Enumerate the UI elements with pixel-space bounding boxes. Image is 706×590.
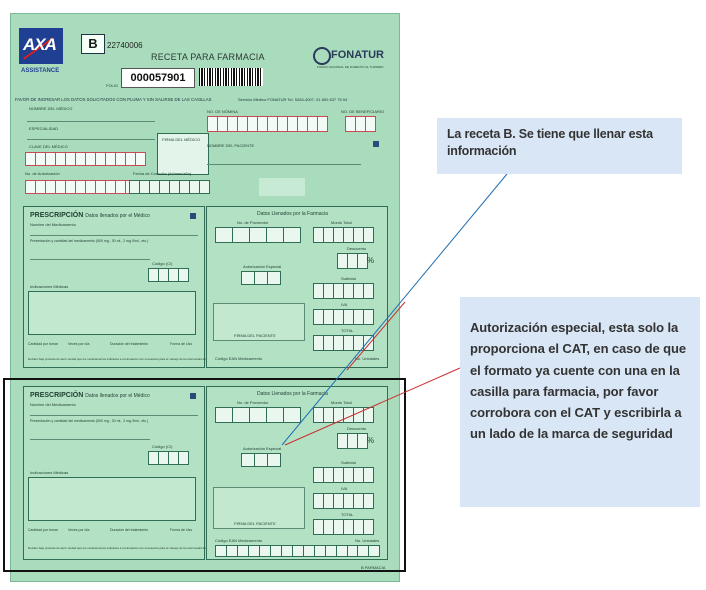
indicaciones-label: Indicaciones Médicas bbox=[30, 284, 69, 289]
duracion-label: Duración del tratamiento bbox=[110, 528, 149, 532]
series-number: 22740006 bbox=[107, 41, 143, 50]
prescription-marker bbox=[190, 213, 196, 219]
iva-label: IVA bbox=[341, 486, 348, 491]
subtotal-cells[interactable] bbox=[313, 283, 374, 299]
no-unidades-cells[interactable] bbox=[357, 545, 380, 557]
presentacion-label: Presentación y cantidad del medicamento … bbox=[30, 239, 149, 243]
clave-medico-label: CLAVE DEL MÉDICO bbox=[29, 144, 68, 149]
total-label: TOTAL bbox=[341, 328, 354, 333]
fecha-consulta-label: Fecha de Consulta (dd/mes/año) bbox=[133, 171, 192, 176]
monto-total-cells[interactable] bbox=[313, 227, 374, 243]
iva-cells[interactable] bbox=[313, 309, 374, 325]
codigo-ean-label: Código EAN Medicamento bbox=[215, 538, 263, 543]
descuento-label: Descuento bbox=[347, 246, 367, 251]
autorizacion-especial-cells[interactable] bbox=[241, 453, 281, 467]
no-autorizacion-cells[interactable] bbox=[25, 180, 136, 194]
axa-logo: AXA bbox=[19, 28, 63, 64]
veces-label: Veces por día bbox=[68, 342, 90, 346]
no-autorizacion-label: No. de Autorización bbox=[25, 171, 60, 176]
callout-top: La receta B. Se tiene que llenar esta in… bbox=[437, 118, 682, 174]
subtotal-label: Subtotal bbox=[341, 276, 356, 281]
form-title: RECETA PARA FARMACIA bbox=[151, 52, 265, 62]
veces-label: Veces por día bbox=[68, 528, 90, 532]
prescription-panel-bottom: PRESCRIPCIÓN Datos llenados por el Médic… bbox=[23, 386, 218, 560]
prescription-marker bbox=[190, 393, 196, 399]
clave-medico-cells[interactable] bbox=[25, 152, 146, 166]
codigo-label: Código (CI) bbox=[152, 261, 173, 266]
no-unidades-label: No. Unidades bbox=[355, 356, 380, 361]
autorizacion-especial-cells[interactable] bbox=[241, 271, 281, 285]
fecha-consulta-cells[interactable] bbox=[129, 180, 210, 194]
iva-cells[interactable] bbox=[313, 493, 374, 509]
security-mark bbox=[259, 178, 305, 196]
nombre-medicamento-label: Nombre del Medicamento bbox=[30, 222, 76, 227]
highlight-frame bbox=[3, 378, 406, 572]
declaro-text: Declaro bajo protesta de decir verdad qu… bbox=[28, 357, 219, 361]
no-beneficiario-cells[interactable] bbox=[345, 116, 376, 132]
percent-sign: % bbox=[367, 256, 375, 265]
folio-number: 000057901 bbox=[121, 68, 195, 88]
monto-total-label: Monto Total bbox=[331, 220, 352, 225]
nombre-paciente-label: NOMBRE DEL PACIENTE bbox=[207, 143, 255, 148]
pharmacy-panel-top: Datos Llenados por la Farmacia No. de Pr… bbox=[206, 206, 388, 368]
indicaciones-label: Indicaciones Médicas bbox=[30, 470, 69, 475]
subtotal-label: Subtotal bbox=[341, 460, 356, 465]
no-nomina-label: NO. DE NÓMINA bbox=[207, 109, 238, 114]
callout-side: Autorización especial, esta solo la prop… bbox=[460, 297, 700, 507]
prescription-title: PRESCRIPCIÓN Datos llenados por el Médic… bbox=[30, 212, 150, 219]
barcode bbox=[199, 68, 263, 86]
codigo-cells[interactable] bbox=[148, 268, 189, 282]
pharmacy-title: Datos Llenados por la Farmacia bbox=[257, 211, 328, 217]
iva-label: IVA bbox=[341, 302, 348, 307]
especialidad-label: ESPECIALIDAD bbox=[29, 126, 59, 131]
medico-block: NOMBRE DEL MÉDICO ESPECIALIDAD CLAVE DEL… bbox=[23, 105, 209, 185]
fonatur-logo-icon bbox=[313, 47, 331, 65]
no-unidades-label: No. Unidades bbox=[355, 538, 380, 543]
series-letter: B bbox=[81, 34, 105, 54]
fonatur-sub: FONDO NACIONAL DE FOMENTO AL TURISMO bbox=[317, 65, 384, 69]
indicaciones-box[interactable] bbox=[28, 477, 196, 521]
indicaciones-box[interactable] bbox=[28, 291, 196, 335]
firma-paciente-label: FIRMA DEL PACIENTE bbox=[234, 333, 276, 338]
firma-medico-box[interactable]: FIRMA DEL MÉDICO bbox=[157, 133, 209, 175]
firma-paciente-box[interactable]: FIRMA DEL PACIENTE bbox=[213, 487, 305, 529]
duracion-label: Duración del tratamiento bbox=[110, 342, 149, 346]
medico-name-label: NOMBRE DEL MÉDICO bbox=[29, 106, 73, 111]
footer-copy: B PARMACIA bbox=[361, 565, 386, 570]
forma-label: Forma de Uso bbox=[170, 342, 193, 346]
no-proveedor-cells[interactable] bbox=[215, 227, 301, 243]
no-beneficiario-label: NO. DE BENEFICIARIO bbox=[341, 109, 385, 114]
total-cells[interactable] bbox=[313, 335, 374, 351]
service-info: Servicio Médico FONATUR Tel. 5263-4007, … bbox=[238, 97, 348, 102]
total-cells[interactable] bbox=[313, 519, 374, 535]
no-nomina-cells[interactable] bbox=[207, 116, 328, 132]
nombre-medicamento-label: Nombre del Medicamento bbox=[30, 402, 76, 407]
codigo-label: Código (CI) bbox=[152, 444, 173, 449]
firma-medico-label: FIRMA DEL MÉDICO bbox=[162, 137, 201, 142]
autorizacion-especial-label: Autorización Especial bbox=[243, 446, 282, 451]
cantidad-label: Cantidad por tomar bbox=[28, 528, 58, 532]
cantidad-label: Cantidad por tomar bbox=[28, 342, 58, 346]
codigo-ean-label: Código EAN Medicamento bbox=[215, 356, 263, 361]
no-proveedor-label: No. de Proveedor bbox=[237, 220, 269, 225]
form-marker bbox=[373, 141, 379, 147]
descuento-cells[interactable] bbox=[337, 253, 368, 269]
subtotal-cells[interactable] bbox=[313, 467, 374, 483]
total-label: TOTAL bbox=[341, 512, 354, 517]
firma-paciente-box[interactable]: FIRMA DEL PACIENTE bbox=[213, 303, 305, 341]
no-proveedor-label: No. de Proveedor bbox=[237, 400, 269, 405]
presentacion-label: Presentación y cantidad del medicamento … bbox=[30, 419, 149, 423]
folio-label: FOLIO bbox=[106, 83, 119, 88]
axa-logo-sub: ASSISTANCE bbox=[21, 68, 60, 74]
autorizacion-especial-label: Autorización Especial bbox=[243, 264, 282, 269]
declaro-text: Declaro bajo protesta de decir verdad qu… bbox=[28, 546, 219, 550]
instructions: FAVOR DE INGRESAR LOS DATOS SOLICITADOS … bbox=[15, 97, 212, 102]
forma-label: Forma de Uso bbox=[170, 528, 193, 532]
firma-paciente-label: FIRMA DEL PACIENTE bbox=[234, 521, 276, 526]
codigo-cells[interactable] bbox=[148, 451, 189, 465]
prescription-title: PRESCRIPCIÓN Datos llenados por el Médic… bbox=[30, 392, 150, 399]
fonatur-name: FONATUR bbox=[331, 49, 384, 61]
prescription-panel-top: PRESCRIPCIÓN Datos llenados por el Médic… bbox=[23, 206, 218, 368]
